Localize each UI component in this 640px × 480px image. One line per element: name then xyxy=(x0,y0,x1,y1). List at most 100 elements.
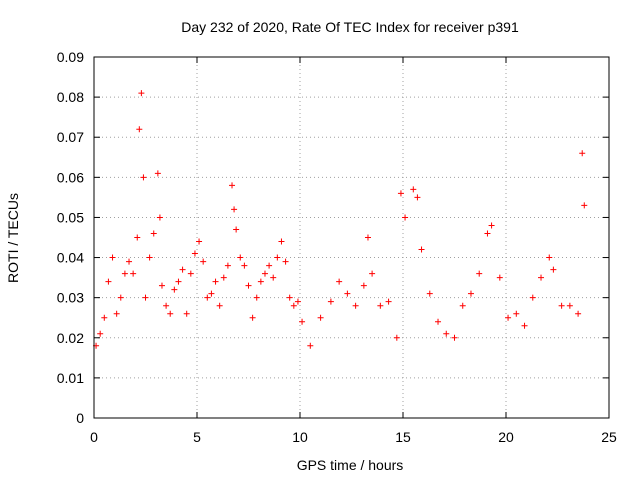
data-point xyxy=(105,278,112,285)
data-point xyxy=(179,266,186,273)
data-point xyxy=(410,186,417,193)
data-point xyxy=(229,182,236,189)
y-axis-label: ROTI / TECUs xyxy=(5,193,21,283)
data-point xyxy=(156,214,163,221)
data-point xyxy=(397,190,404,197)
data-point xyxy=(266,262,273,269)
data-point xyxy=(513,310,520,317)
chart-title: Day 232 of 2020, Rate Of TEC Index for r… xyxy=(181,19,519,35)
data-point xyxy=(286,294,293,301)
data-point xyxy=(274,254,281,261)
data-point xyxy=(163,302,170,309)
data-point xyxy=(136,126,143,133)
data-point xyxy=(352,302,359,309)
plot-frame xyxy=(93,56,610,419)
data-point xyxy=(529,294,536,301)
data-point xyxy=(212,278,219,285)
data-point xyxy=(538,274,545,281)
x-tick-label: 20 xyxy=(498,429,514,445)
data-point xyxy=(253,294,260,301)
data-point xyxy=(299,318,306,325)
data-point xyxy=(233,226,240,233)
data-point xyxy=(546,254,553,261)
data-point xyxy=(220,274,227,281)
data-point xyxy=(435,318,442,325)
data-point xyxy=(142,294,149,301)
data-point xyxy=(191,250,198,257)
data-point xyxy=(117,294,124,301)
y-tick-label: 0.06 xyxy=(57,169,84,185)
data-point xyxy=(204,294,211,301)
data-point xyxy=(231,206,238,213)
x-tick-label: 5 xyxy=(193,429,201,445)
y-tick-label: 0.02 xyxy=(57,330,84,346)
data-point xyxy=(175,278,182,285)
data-point xyxy=(113,310,120,317)
data-point xyxy=(200,258,207,265)
data-point xyxy=(426,290,433,297)
data-point xyxy=(317,314,324,321)
y-tick-label: 0.05 xyxy=(57,209,84,225)
data-point xyxy=(224,262,231,269)
data-point xyxy=(216,302,223,309)
data-point xyxy=(249,314,256,321)
x-tick-label: 25 xyxy=(601,429,617,445)
data-point xyxy=(476,270,483,277)
data-point xyxy=(282,258,289,265)
x-tick-label: 10 xyxy=(292,429,308,445)
data-point xyxy=(575,310,582,317)
data-point xyxy=(566,302,573,309)
data-points xyxy=(93,90,588,349)
data-point xyxy=(484,230,491,237)
data-point xyxy=(208,290,215,297)
x-tick-label: 0 xyxy=(90,429,98,445)
data-point xyxy=(261,270,268,277)
data-point xyxy=(550,266,557,273)
data-point xyxy=(393,334,400,341)
data-point xyxy=(581,202,588,209)
data-point xyxy=(134,234,141,241)
data-point xyxy=(344,290,351,297)
data-point xyxy=(278,238,285,245)
y-tick-label: 0.09 xyxy=(57,49,84,65)
data-point xyxy=(327,298,334,305)
data-point xyxy=(290,302,297,309)
x-axis-label: GPS time / hours xyxy=(297,457,404,473)
data-point xyxy=(307,342,314,349)
data-point xyxy=(245,282,252,289)
data-point xyxy=(167,310,174,317)
grid xyxy=(94,57,609,418)
data-point xyxy=(126,258,133,265)
data-point xyxy=(418,246,425,253)
y-tick-label: 0.08 xyxy=(57,89,84,105)
x-tick-label: 15 xyxy=(395,429,411,445)
data-point xyxy=(241,262,248,269)
data-point xyxy=(158,282,165,289)
y-tick-label: 0.03 xyxy=(57,290,84,306)
data-point xyxy=(579,150,586,157)
data-point xyxy=(183,310,190,317)
data-point xyxy=(187,270,194,277)
x-axis: 0 5 10 15 20 25 xyxy=(90,57,617,445)
data-point xyxy=(336,278,343,285)
data-point xyxy=(505,314,512,321)
data-point xyxy=(496,274,503,281)
data-point xyxy=(101,314,108,321)
data-point xyxy=(414,194,421,201)
data-point xyxy=(294,298,301,305)
data-point xyxy=(451,334,458,341)
data-point xyxy=(270,274,277,281)
y-tick-label: 0.01 xyxy=(57,370,84,386)
y-tick-label: 0.04 xyxy=(57,250,84,266)
data-point xyxy=(138,90,145,97)
data-point xyxy=(150,230,157,237)
data-point xyxy=(360,282,367,289)
data-point xyxy=(364,234,371,241)
data-point xyxy=(196,238,203,245)
data-point xyxy=(377,302,384,309)
data-point xyxy=(154,170,161,177)
y-axis: 0 0.01 0.02 0.03 0.04 0.05 0.06 0.07 0.08 0.09 xyxy=(57,49,609,426)
data-point xyxy=(488,222,495,229)
data-point xyxy=(257,278,264,285)
